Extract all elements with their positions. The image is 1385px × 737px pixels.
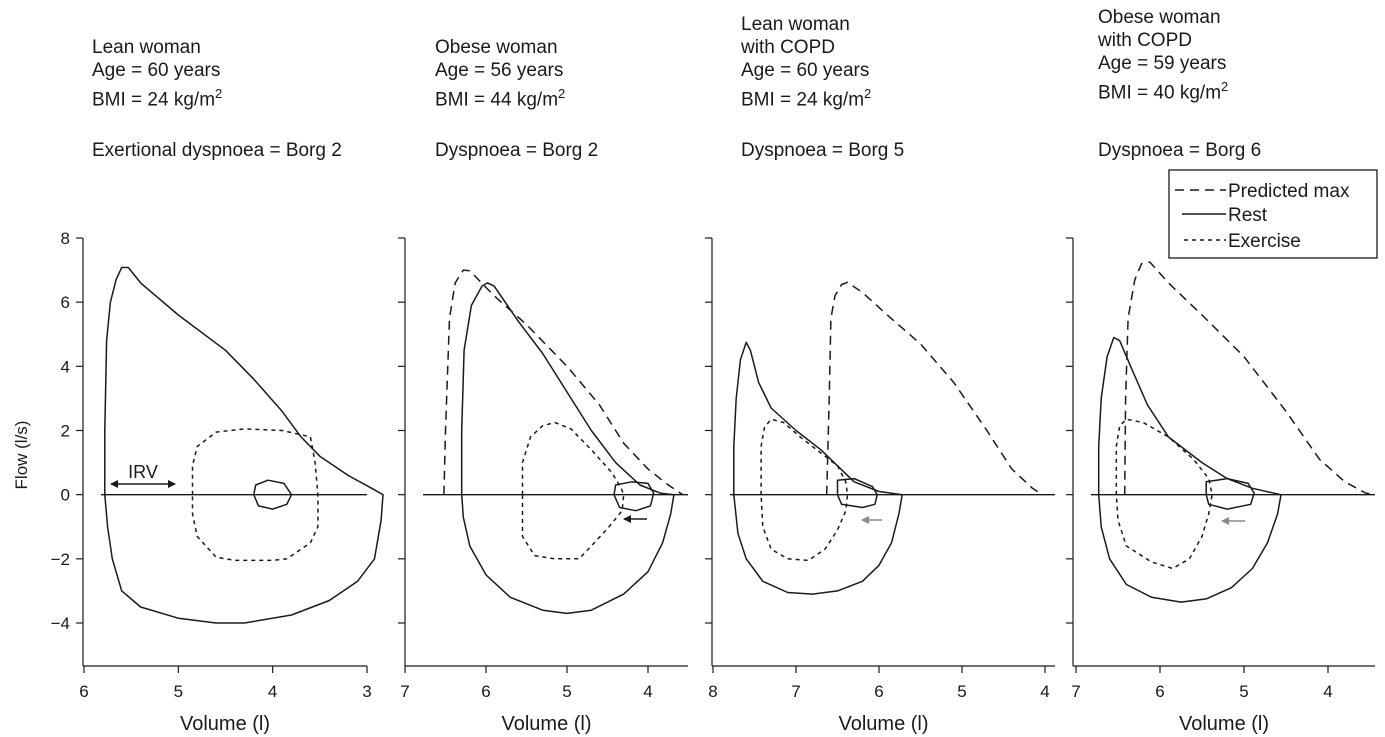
panel-2: 7 6 5 4 Volume (l) (398, 237, 688, 735)
y-tick-label: 2 (61, 422, 70, 441)
panel-1-subject: Lean woman (92, 37, 201, 58)
panel-1: 8 6 4 2 0 −2 −4 6 5 4 3 Volume (l) (51, 229, 384, 735)
y-tick-label: 6 (61, 293, 70, 312)
panel-3: 8 7 6 5 4 Volume (l) (705, 237, 1055, 735)
y-tick-label: −4 (51, 614, 70, 633)
panel-4-exercise-curve (1115, 418, 1213, 570)
panel-3-rest-tidal-curve (836, 477, 879, 509)
panel-2-age: Age = 56 years (435, 60, 564, 81)
y-tick-label: 4 (61, 357, 70, 376)
legend: Predicted max Rest Exercise (1168, 169, 1378, 259)
panel-3-age: Age = 60 years (741, 60, 870, 81)
panel-1-rest-tidal-curve (253, 479, 293, 510)
panel-1-exercise-curve (191, 428, 319, 562)
panel-4-x-tick-label: 6 (1155, 682, 1164, 701)
panel-2-rest-curve (460, 282, 675, 615)
panel-3-x-axis-label: Volume (l) (838, 713, 928, 735)
panel-4-header: Obese woman with COPD Age = 59 years BMI… (1098, 7, 1262, 162)
panel-2-subject: Obese woman (435, 37, 558, 58)
panel-1-x-axis-label: Volume (l) (180, 713, 270, 735)
panel-4-x-axis-label: Volume (l) (1179, 713, 1269, 735)
panel-3-x-tick-label: 5 (957, 682, 966, 701)
panel-1-bmi: BMI = 24 kg/m (92, 89, 216, 111)
panel-2-x-tick-label: 6 (481, 682, 490, 701)
irv-annotation: IRV (110, 462, 176, 488)
panel-2-predicted-max-curve (443, 269, 684, 496)
y-tick-label: 0 (61, 486, 70, 505)
panel-4-rest-tidal-curve (1205, 477, 1255, 510)
panel-4-dyspnoea: Dyspnoea = Borg 6 (1098, 140, 1262, 162)
panel-1-header: Lean woman Age = 60 years BMI = 24 kg/m2… (92, 37, 342, 162)
panel-2-x-tick-label: 7 (400, 682, 409, 701)
panel-3-condition: with COPD (741, 37, 835, 58)
legend-label-rest: Rest (1228, 205, 1268, 226)
panel-4-age: Age = 59 years (1098, 53, 1227, 74)
panel-4-x-tick-label: 5 (1239, 682, 1248, 701)
panel-3-subject: Lean woman (741, 14, 850, 35)
irv-label: IRV (128, 462, 158, 482)
panel-3-x-tick-label: 6 (874, 682, 883, 701)
panel-1-x-tick-label: 6 (79, 682, 88, 701)
panel-2-x-tick-label: 4 (643, 682, 652, 701)
y-axis-label: Flow (l/s) (12, 421, 31, 490)
panel-4-condition: with COPD (1098, 30, 1192, 51)
panel-3-header: Lean woman with COPD Age = 60 years BMI … (741, 14, 905, 162)
panel-2-dyspnoea: Dyspnoea = Borg 2 (435, 140, 599, 162)
panel-3-dyspnoea: Dyspnoea = Borg 5 (741, 140, 905, 162)
panel-3-predicted-max-curve (825, 281, 1043, 496)
panel-2-rest-tidal-curve (613, 481, 655, 512)
panel-1-x-tick-label: 3 (362, 682, 371, 701)
y-tick-label: 8 (61, 229, 70, 248)
panel-2-bmi: BMI = 44 kg/m (435, 89, 559, 111)
panel-4-bmi: BMI = 40 kg/m (1098, 82, 1222, 104)
panel-4-x-tick-label: 4 (1323, 682, 1332, 701)
y-tick-label: −2 (51, 550, 70, 569)
panel-2-x-axis-label: Volume (l) (501, 713, 591, 735)
panel-1-x-tick-label: 5 (174, 682, 183, 701)
panel-4-subject: Obese woman (1098, 7, 1221, 28)
panel-2-x-tick-label: 5 (562, 682, 571, 701)
panel-4-x-tick-label: 7 (1071, 682, 1080, 701)
panel-4-rest-curve (1097, 336, 1282, 603)
panel-3-x-tick-label: 8 (708, 682, 717, 701)
panel-4-predicted-max-curve (1123, 261, 1375, 496)
shift-arrows (623, 515, 1245, 525)
panel-2-header: Obese woman Age = 56 years BMI = 44 kg/m… (435, 37, 599, 162)
panel-1-age: Age = 60 years (92, 60, 221, 81)
panel-1-x-tick-label: 4 (268, 682, 277, 701)
legend-label-exercise: Exercise (1228, 231, 1301, 252)
panel-3-x-tick-label: 4 (1040, 682, 1049, 701)
panel-3-bmi: BMI = 24 kg/m (741, 89, 865, 111)
panel-1-rest-curve (104, 266, 384, 624)
panel-3-exercise-curve (760, 418, 849, 562)
panel-3-x-tick-label: 7 (791, 682, 800, 701)
panel-4: 7 6 5 4 Volume (l) (1066, 237, 1375, 735)
panel-3-rest-curve (733, 341, 903, 595)
legend-label-predicted-max: Predicted max (1228, 181, 1350, 202)
panel-1-dyspnoea: Exertional dyspnoea = Borg 2 (92, 140, 342, 162)
panel-2-exercise-curve (521, 421, 625, 560)
